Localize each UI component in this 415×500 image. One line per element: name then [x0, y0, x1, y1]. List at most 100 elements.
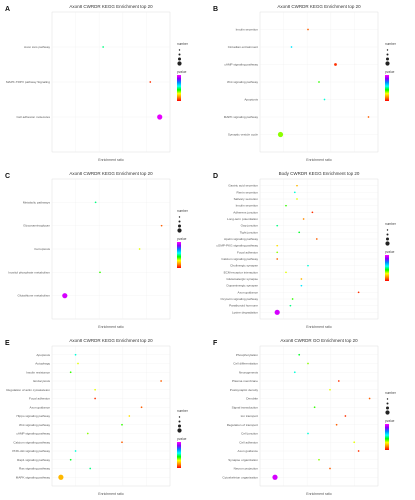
data-point: [337, 380, 340, 382]
term-label: Renin secretion: [237, 190, 259, 194]
chart-title: Axon8 CWRDR GO Enrichment top 20: [280, 338, 358, 343]
term-label: Inositol phosphate metabolism: [8, 270, 50, 274]
term-label: Postsynaptic density: [230, 388, 259, 392]
size-legend-title: number: [177, 42, 189, 46]
data-point: [69, 458, 72, 461]
term-label: Axon ions pathway: [24, 45, 50, 49]
term-label: Salivary secretion: [234, 197, 259, 201]
data-point: [157, 114, 163, 120]
data-point: [276, 258, 279, 260]
x-axis-label: Enrichment ratio: [98, 325, 124, 329]
term-label: Apelin signaling pathway: [224, 237, 259, 241]
data-point: [128, 415, 131, 417]
term-label: Dopaminergic synapse: [227, 284, 259, 288]
data-point: [302, 218, 305, 220]
data-point: [99, 271, 101, 274]
term-label: Metabolic pathways: [23, 200, 51, 204]
data-point: [160, 224, 163, 227]
term-label: Ras signaling pathway: [19, 467, 50, 471]
data-point: [69, 371, 72, 374]
term-label: Apoptosis: [36, 353, 50, 357]
color-legend-title: pvalue: [177, 70, 187, 74]
data-point: [357, 450, 360, 452]
panel-label: C: [5, 173, 10, 180]
term-label: Regulation of actin cytoskeleton: [6, 388, 50, 392]
data-point: [149, 81, 152, 83]
data-point: [318, 458, 320, 461]
data-point: [335, 423, 338, 426]
term-label: Adherens junction: [233, 210, 258, 214]
color-legend-title: pvalue: [385, 250, 395, 254]
data-point: [329, 467, 331, 470]
data-point: [353, 441, 356, 444]
term-label: cAMP signaling pathway: [224, 63, 258, 67]
data-point: [293, 191, 296, 194]
data-point: [311, 211, 314, 214]
term-label: Plasma membrane: [232, 379, 258, 383]
term-label: Ferroptosis: [35, 247, 51, 251]
data-point: [121, 423, 123, 426]
color-legend-title: pvalue: [177, 237, 187, 241]
data-point: [58, 474, 64, 480]
data-point: [121, 441, 123, 444]
data-point: [307, 362, 309, 365]
term-label: cAMP signaling pathway: [16, 432, 50, 436]
term-label: Phosphorylation: [236, 353, 258, 357]
data-point: [94, 388, 96, 391]
data-point: [94, 397, 96, 400]
term-label: MAPK-TRPV pathway Signaling: [6, 80, 50, 84]
term-label: Wnt signaling pathway: [19, 423, 50, 427]
data-point: [307, 264, 309, 267]
data-point: [94, 201, 97, 204]
size-legend-dot: [386, 402, 389, 405]
panel-label: E: [5, 340, 10, 347]
term-label: Glutamatergic synapse: [226, 277, 258, 281]
color-legend-title: pvalue: [385, 70, 395, 74]
color-scale-bar: [177, 75, 181, 101]
term-label: Dendrite: [246, 397, 258, 401]
size-legend-dot: [386, 233, 389, 236]
panel-a: A Axon8 CWRDR KEGG Enrichment top 20 Cell …: [5, 4, 189, 162]
data-point: [86, 432, 89, 435]
size-legend-dot: [177, 428, 182, 433]
panel-e: E Axon8 CWRDR KEGG Enrichment top 20 MAPK …: [5, 338, 189, 496]
size-legend-dot: [178, 57, 181, 61]
data-point: [313, 406, 316, 409]
term-label: Axon guidance: [238, 449, 259, 453]
data-point: [276, 251, 279, 254]
term-label: Wnt signaling pathway: [227, 80, 258, 84]
size-legend-title: number: [177, 409, 189, 413]
term-label: Cholinergic synapse: [230, 264, 258, 268]
data-point: [74, 353, 77, 356]
size-legend-dot: [178, 416, 181, 418]
size-legend-dot: [177, 228, 182, 233]
term-label: Calcium signaling pathway: [13, 440, 50, 444]
term-label: Apoptosis: [244, 98, 258, 102]
term-label: Glycosaminoglycan: [23, 224, 50, 228]
data-point: [300, 284, 303, 287]
panel-label: B: [213, 6, 218, 13]
data-point: [77, 362, 79, 365]
panel-label: D: [213, 173, 218, 180]
size-legend-dot: [386, 53, 389, 56]
size-legend-dot: [385, 410, 390, 415]
chart-title: Axon8 CWRDR KEGG Enrichment top 20: [69, 171, 153, 176]
size-legend-dot: [385, 241, 390, 246]
term-label: Focal adhesion: [29, 397, 50, 401]
term-label: Parathyroid hormone: [229, 304, 258, 308]
term-label: Cell differentiation: [233, 362, 258, 366]
panel-f: F Axon8 CWRDR GO Enrichment top 20 Cytoske…: [213, 338, 397, 496]
size-legend-dot: [178, 216, 181, 218]
color-scale-bar: [177, 242, 181, 268]
data-point: [296, 184, 298, 187]
term-label: Long-term potentiation: [227, 217, 258, 221]
data-point: [276, 224, 279, 227]
data-point: [329, 388, 331, 391]
term-label: Signal transduction: [232, 405, 259, 409]
term-label: Synaptic vesicle cycle: [228, 133, 258, 137]
panel-d: D Body CWRDR KEGG Enrichment top 20 Lysine…: [213, 171, 397, 329]
panel-c: C Axon8 CWRDR KEGG Enrichment top 20 Gluta…: [5, 171, 189, 329]
data-point: [277, 131, 284, 138]
term-label: Ion transport: [241, 414, 259, 418]
